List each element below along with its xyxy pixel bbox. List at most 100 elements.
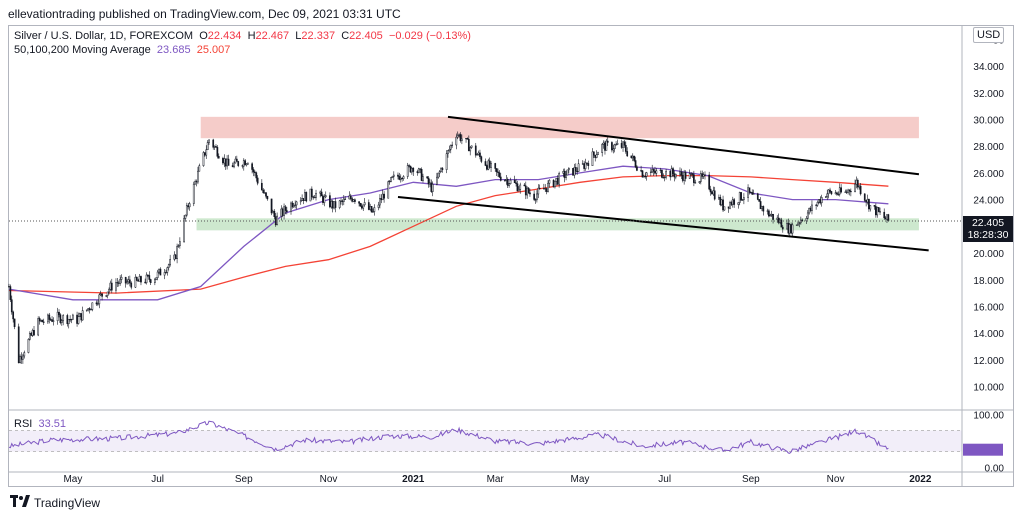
candle-body [840,187,842,193]
candle-body [509,179,512,184]
candle-body [48,314,51,320]
footer: TradingView [10,495,100,510]
candle-body [844,191,847,193]
candle-body [537,187,540,195]
candle-body [359,203,362,207]
candle-body [49,319,52,321]
candle-body [147,274,149,276]
candle-body [33,330,35,336]
candle-body [369,206,372,210]
candle-body [134,276,137,288]
candle-body [534,199,537,201]
candle-body [449,145,452,150]
moving-averages [8,165,889,301]
candle-body [845,191,848,193]
candle-body [727,206,730,209]
candle-body [548,179,551,184]
candle-body [373,207,376,212]
candle-body [305,192,308,202]
candle-body [329,195,331,208]
candle-body [837,193,840,195]
candle-body [323,196,326,203]
x-tick-label: Jul [151,474,164,485]
candle-body [85,309,88,311]
candle-body [265,192,267,197]
candle-body [167,264,170,268]
candle-body [129,279,131,284]
candle-body [584,162,587,169]
candle-body [251,163,253,170]
candle-body [611,142,613,151]
candle-body [690,173,692,175]
candle-body [399,177,402,180]
candle-body [770,213,773,216]
candle-body [669,170,672,178]
candle-body [291,202,294,208]
candle-body [283,206,285,216]
candle-body [22,355,24,360]
candle-body [583,163,585,169]
axes: 10.00012.00014.00016.00018.00020.00022.0… [9,26,1013,486]
candle-body [247,163,249,165]
candle-body [30,333,33,336]
candle-body [354,199,356,202]
candle-body [352,199,355,202]
candle-body [681,175,684,181]
candle-body [594,154,597,158]
x-tick-label: Sep [742,474,760,485]
rsi-panel: 0.00 100.00 [8,411,1004,474]
candle-body [458,134,460,136]
candle-body [427,177,430,185]
candle-body [818,199,820,203]
candle-body [568,168,570,171]
candle-body [873,205,876,207]
candle-body [292,205,295,208]
candle-body [542,188,545,190]
ma-fast-value: 23.685 [156,44,191,56]
candle-body [673,173,676,178]
candle-body [441,168,444,170]
candle-body [856,179,859,188]
candle-body [626,151,629,157]
x-tick-label: Nov [827,474,845,485]
candle-body [234,158,237,164]
candle-body [379,198,381,206]
y-tick-label: 18.000 [973,276,1004,287]
candle-body [698,181,701,183]
candle-body [790,224,792,234]
candle-body [195,181,198,183]
candle-body [436,176,438,185]
candle-body [27,339,30,353]
trendline-lower [397,195,929,252]
candle-body [800,219,802,224]
candle-body [781,226,784,230]
candle-body [623,141,626,146]
candle-body [420,169,423,181]
candle-body [604,142,606,151]
candle-body [19,356,21,363]
candle-body [848,189,851,192]
candle-body [545,188,548,192]
candle-body [17,326,20,363]
candle-body [148,275,151,280]
candle-body [23,352,26,357]
candle-body [683,172,686,181]
candle-body [245,163,248,166]
candle-body [361,205,363,209]
candle-body [536,193,538,201]
candle-body [254,171,256,174]
candle-body [58,311,60,315]
candle-body [429,182,431,185]
candle-body [762,206,765,212]
currency-badge[interactable]: USD [973,27,1005,43]
candle-body [422,176,424,181]
y-tick-label: 10.000 [973,383,1004,394]
candle-body [876,207,879,216]
candle-body [294,204,297,206]
candle-body [815,204,817,206]
candle-body [302,198,305,201]
candle-body [370,206,373,213]
candle-body [791,224,794,234]
candle-body [145,274,148,283]
